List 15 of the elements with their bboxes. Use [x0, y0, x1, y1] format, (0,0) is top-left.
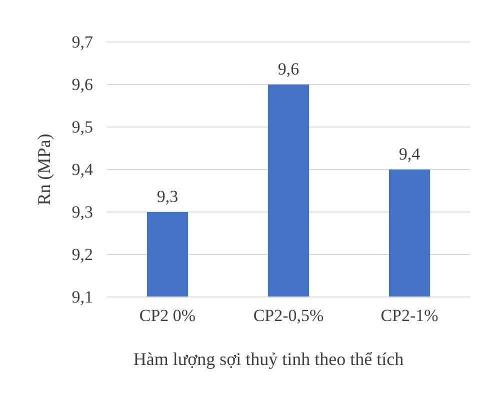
y-tick-label: 9,2: [72, 244, 93, 264]
x-axis-title: Hàm lượng sợi thuỷ tinh theo thể tích: [133, 349, 404, 369]
y-tick-label: 9,7: [72, 32, 94, 52]
y-tick-label: 9,4: [72, 160, 94, 179]
x-tick-label: CP2-0,5%: [253, 306, 324, 326]
y-tick-label: 9,3: [72, 202, 93, 222]
y-tick-label: 9,5: [72, 117, 93, 136]
x-tick-label: CP2 0%: [139, 306, 196, 326]
y-tick-label: 9,6: [72, 74, 93, 94]
data-label: 9,4: [398, 144, 421, 164]
data-label: 9,3: [156, 187, 178, 206]
data-label: 9,6: [278, 60, 300, 78]
y-tick-label: 9,1: [72, 287, 93, 306]
y-axis-title: Rn (MPa): [34, 134, 54, 206]
x-tick-label: CP2-1%: [380, 306, 438, 326]
